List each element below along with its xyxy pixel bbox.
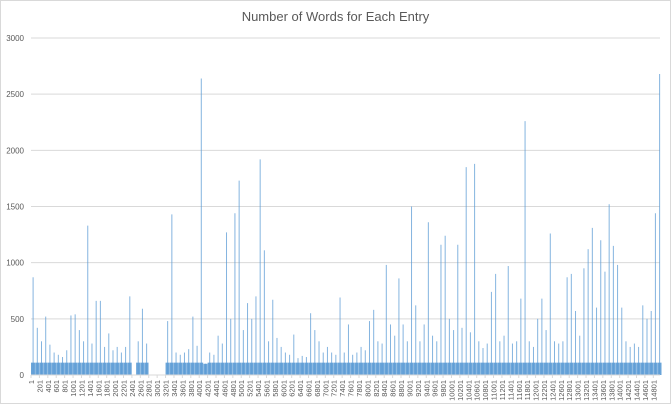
x-tick-label: 11601: [515, 380, 524, 400]
x-tick-label: 3601: [178, 380, 187, 397]
x-tick-label: 4401: [212, 380, 221, 397]
x-tick-label: 11201: [498, 380, 507, 400]
x-tick-label: 9401: [422, 380, 431, 397]
x-tick-label: 7001: [321, 380, 330, 397]
x-tick-label: 1201: [77, 380, 86, 397]
x-tick-label: 5201: [246, 380, 255, 397]
x-tick-label: 5601: [262, 380, 271, 397]
x-tick-label: 13401: [590, 380, 599, 401]
x-tick-label: 2801: [145, 380, 154, 397]
x-tick-label: 3801: [187, 380, 196, 397]
x-tick-label: 11801: [523, 380, 532, 400]
x-tick-label: 4201: [204, 380, 213, 397]
x-tick-label: 2201: [120, 380, 129, 397]
x-tick-label: 12001: [532, 380, 541, 401]
x-tick-label: 11401: [506, 380, 515, 400]
x-tick-label: 201: [35, 380, 44, 393]
y-tick-label: 1500: [6, 203, 24, 212]
x-tick-label: 4001: [195, 380, 204, 397]
x-tick-label: 10601: [473, 380, 482, 401]
x-tick-label: 14401: [632, 380, 641, 401]
x-tick-label: 601: [52, 380, 61, 393]
x-tick-label: 6201: [288, 380, 297, 397]
x-tick-label: 6601: [305, 380, 314, 397]
x-tick-label: 5001: [237, 380, 246, 397]
y-tick-label: 2500: [6, 90, 24, 99]
x-tick-label: 12801: [565, 380, 574, 401]
x-tick-label: 9201: [414, 380, 423, 397]
x-tick-label: 3201: [162, 380, 171, 397]
x-tick-label: 4601: [220, 380, 229, 397]
x-tick-label: 6801: [313, 380, 322, 397]
x-tick-label: 13601: [599, 380, 608, 401]
x-tick-label: 12401: [548, 380, 557, 401]
x-tick-label: 7401: [338, 380, 347, 397]
x-tick-label: 8001: [363, 380, 372, 397]
x-tick-label: 13001: [574, 380, 583, 401]
chart-title: Number of Words for Each Entry: [241, 9, 430, 24]
x-tick-label: 7201: [330, 380, 339, 397]
x-tick-label: 801: [61, 380, 70, 393]
x-tick-label: 1601: [94, 380, 103, 397]
x-tick-label: 10201: [456, 380, 465, 401]
x-tick-label: 3401: [170, 380, 179, 397]
y-tick-label: 2000: [6, 146, 24, 155]
x-tick-label: 3001: [153, 380, 162, 397]
x-tick-label: 401: [44, 380, 53, 393]
x-tick-label: 5401: [254, 380, 263, 397]
x-tick-label: 7801: [355, 380, 364, 397]
x-tick-label: 5801: [271, 380, 280, 397]
y-tick-label: 1000: [6, 259, 24, 268]
x-tick-label: 13801: [607, 380, 616, 401]
x-tick-label: 14601: [641, 380, 650, 401]
x-tick-label: 12601: [557, 380, 566, 401]
x-tick-label: 13201: [582, 380, 591, 401]
x-tick-label: 9601: [431, 380, 440, 397]
x-tick-label: 6001: [279, 380, 288, 397]
x-tick-label: 9001: [405, 380, 414, 397]
x-tick-label: 10401: [464, 380, 473, 401]
x-tick-label: 1: [27, 380, 36, 384]
x-tick-label: 1401: [86, 380, 95, 397]
x-tick-label: 8201: [372, 380, 381, 397]
x-tick-label: 8601: [389, 380, 398, 397]
x-tick-label: 8401: [380, 380, 389, 397]
x-tick-label: 10001: [447, 380, 456, 401]
x-tick-label: 12201: [540, 380, 549, 401]
x-tick-label: 1001: [69, 380, 78, 397]
y-tick-label: 3000: [6, 34, 24, 43]
x-tick-label: 14201: [624, 380, 633, 401]
y-tick-label: 500: [11, 315, 25, 324]
x-tick-label: 6401: [296, 380, 305, 397]
x-tick-label: 7601: [347, 380, 356, 397]
x-tick-label: 2001: [111, 380, 120, 397]
y-tick-label: 0: [20, 371, 25, 380]
x-tick-label: 9801: [439, 380, 448, 397]
x-tick-label: 8801: [397, 380, 406, 397]
x-tick-label: 1801: [103, 380, 112, 397]
x-tick-label: 14801: [649, 380, 658, 401]
x-tick-label: 4801: [229, 380, 238, 397]
x-tick-label: 2401: [128, 380, 137, 397]
x-tick-label: 14001: [616, 380, 625, 401]
x-tick-label: 2601: [136, 380, 145, 397]
x-tick-label: 11001: [490, 380, 499, 400]
x-tick-label: 10801: [481, 380, 490, 401]
